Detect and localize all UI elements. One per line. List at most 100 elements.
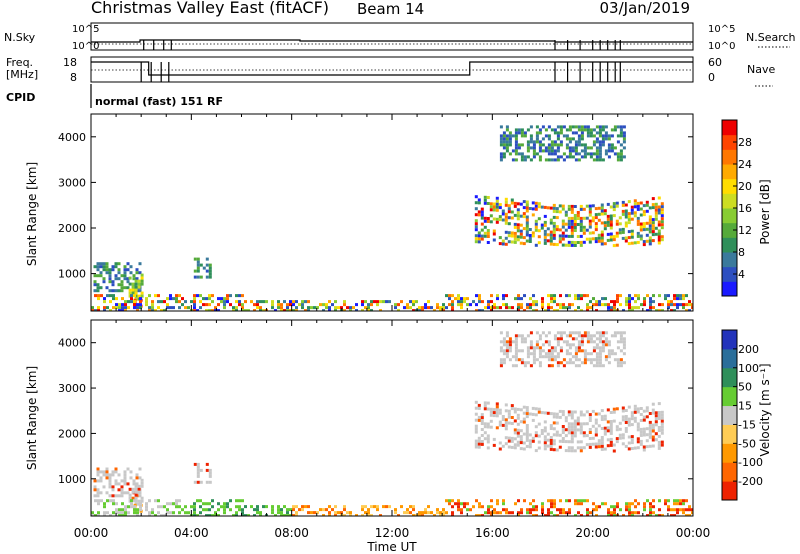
velocity-cell [625,508,628,512]
velocity-cell [604,355,608,359]
velocity-cell [580,361,584,365]
power-cell [115,306,118,310]
velocity-cell [579,440,583,444]
velocity-cell [123,491,127,495]
velocity-cell [513,431,517,435]
power-cell [556,143,560,147]
power-cell [514,128,518,132]
power-cell [504,230,508,234]
velocity-cell [106,499,109,503]
colorbar-tick-label: 16 [738,202,752,215]
velocity-cell [135,482,139,486]
power-cell [610,146,614,150]
power-cell [627,242,631,246]
velocity-cell [322,508,325,512]
velocity-cell [547,508,550,512]
power-cell [562,303,565,307]
power-cell [514,143,518,147]
velocity-cell [579,446,583,450]
power-cell [514,134,518,138]
velocity-cell [639,427,643,431]
velocity-cell [639,430,643,434]
power-cell [636,207,640,211]
velocity-cell [573,431,577,435]
power-cell [646,294,649,298]
velocity-cell [145,508,148,512]
ytick-label: 3000 [58,382,86,395]
velocity-cell [604,343,608,347]
velocity-cell [331,508,334,512]
power-cell [513,204,517,208]
power-cell [654,232,658,236]
power-cell [480,207,484,211]
power-cell [151,303,154,307]
power-cell [217,303,220,307]
power-cell [475,303,478,307]
power-cell [622,134,626,138]
power-cell [139,297,142,301]
velocity-cell [562,340,566,344]
velocity-cell [616,502,619,506]
power-cell [448,294,451,298]
power-cell [439,306,442,310]
power-cell [555,216,559,220]
velocity-cell [120,491,124,495]
velocity-cell [529,343,533,347]
colorbar-tick-label: -15 [738,418,756,431]
velocity-cell [657,426,661,429]
power-cell [540,226,544,230]
power-cell [283,300,286,304]
power-cell [343,309,346,311]
velocity-cell [541,505,544,509]
power-cell [325,306,328,310]
velocity-cell [487,511,490,515]
velocity-cell [486,425,490,429]
velocity-cell [519,435,523,439]
velocity-cell [172,511,175,515]
power-cell [532,149,536,153]
velocity-cell [579,422,583,426]
power-cell [108,277,112,281]
power-cell [538,131,542,135]
power-cell [537,235,541,239]
power-cell [552,203,556,207]
nsearch-tick-high: 10^5 [708,24,735,35]
velocity-cell [646,499,649,503]
velocity-cell [559,499,562,503]
time-axis-label: Time UT [366,540,417,554]
velocity-cell [495,405,499,409]
velocity-cell [586,334,590,338]
xtick-label: 16:00 [475,526,510,540]
power-cell [654,202,658,206]
power-cell [487,303,490,307]
power-cell [523,158,527,162]
power-cell [583,155,587,159]
velocity-cell [576,419,580,423]
power-cell [93,280,97,284]
power-cell [657,223,661,227]
power-cell [196,294,199,298]
velocity-cell [651,435,655,439]
velocity-cell [517,358,521,362]
velocity-cell [271,511,274,515]
power-cell [337,306,340,310]
velocity-cell [544,514,547,516]
velocity-cell [538,337,542,341]
power-cell [126,277,130,281]
power-cell [613,309,616,311]
velocity-cell [531,436,535,440]
velocity-cell [574,502,577,506]
velocity-cell [528,433,532,437]
power-cell [457,303,460,307]
velocity-cell [654,414,658,418]
power-cell [543,205,547,209]
velocity-cell [594,430,598,434]
power-cell [532,303,535,307]
velocity-cell [522,420,526,424]
velocity-cell [552,427,556,431]
power-cell [442,306,445,310]
power-cell [601,143,605,147]
velocity-cell [565,361,569,365]
power-cell [616,155,620,159]
